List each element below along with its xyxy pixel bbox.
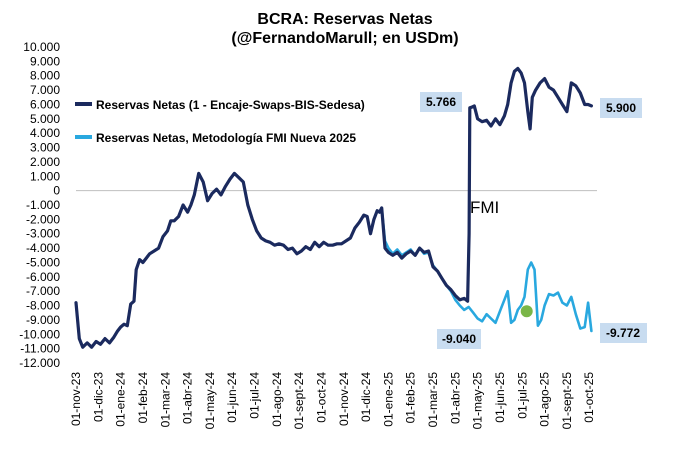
x-tick-label: 01-jun-24 (225, 372, 239, 423)
y-tick-label: 7.000 (30, 83, 60, 97)
value-label-reservas-start: 5.766 (420, 92, 462, 112)
value-label-text: 5.766 (426, 95, 456, 109)
x-tick-label: 01-oct-24 (314, 372, 328, 423)
y-tick-label: -3.000 (26, 227, 60, 241)
y-tick-label: -7.000 (26, 284, 60, 298)
value-labels: 5.766 5.900 -9.040 -9.772 (420, 92, 647, 349)
x-tick-label: 01-may-24 (203, 372, 217, 430)
chart-title: BCRA: Reservas Netas (257, 11, 432, 28)
x-tick-label: 01-dic-24 (359, 372, 373, 422)
chart-subtitle: (@FernandoMarull; en USDm) (231, 30, 458, 47)
y-tick-label: -12.000 (19, 356, 60, 370)
y-tick-label: 10.000 (23, 40, 60, 54)
series-line-reservas-netas (74, 66, 594, 349)
x-tick-label: 01-ene-25 (381, 372, 395, 427)
y-tick-label: -4.000 (26, 241, 60, 255)
x-tick-label: 01-mar-24 (158, 372, 172, 428)
x-tick-label: 01-feb-24 (136, 372, 150, 424)
x-tick-label: 01-ene-24 (114, 372, 128, 427)
x-tick-label: 01-nov-23 (69, 372, 83, 426)
y-axis: 10.0009.0008.0007.0006.0005.0004.0003.00… (19, 40, 60, 370)
value-label-reservas-end: 5.900 (600, 98, 642, 118)
marker-layer (520, 305, 533, 318)
y-tick-label: -6.000 (26, 270, 60, 284)
x-tick-label: 01-abr-25 (448, 372, 462, 424)
x-tick-label: 01-abr-24 (181, 372, 195, 424)
value-label-fmi-end: -9.772 (600, 323, 647, 343)
x-tick-label: 01-sept-25 (560, 372, 574, 430)
y-tick-label: -2.000 (26, 212, 60, 226)
y-tick-label: 8.000 (30, 69, 60, 83)
x-tick-label: 01-jun-25 (493, 372, 507, 423)
y-tick-label: 4.000 (30, 126, 60, 140)
x-tick-label: 01-sept-24 (292, 372, 306, 430)
x-tick-label: 01-feb-25 (404, 372, 418, 424)
x-tick-label: 01-nov-24 (337, 372, 351, 426)
x-tick-label: 01-jul-25 (515, 372, 529, 419)
y-tick-label: 5.000 (30, 112, 60, 126)
legend: Reservas Netas (1 - Encaje-Swaps-BIS-Sed… (75, 98, 365, 145)
y-tick-label: 3.000 (30, 141, 60, 155)
value-label-text: 5.900 (606, 101, 636, 115)
y-tick-label: -8.000 (26, 299, 60, 313)
fmi-annotation: FMI (470, 198, 499, 217)
x-tick-label: 01-mar-25 (426, 372, 440, 428)
x-tick-label: 01-may-25 (471, 372, 485, 430)
x-tick-label: 01-dic-23 (91, 372, 105, 422)
y-tick-label: -5.000 (26, 255, 60, 269)
y-tick-label: 0 (53, 184, 60, 198)
value-label-text: -9.040 (442, 332, 476, 346)
series-line-fmi (74, 172, 593, 349)
y-tick-label: -1.000 (26, 198, 60, 212)
series-layer (74, 66, 594, 349)
legend-label-fmi: Reservas Netas, Metodología FMI Nueva 20… (96, 131, 356, 145)
y-tick-label: 9.000 (30, 54, 60, 68)
x-tick-label: 01-oct-25 (582, 372, 596, 423)
x-tick-label: 01-ago-24 (270, 372, 284, 427)
value-label-text: -9.772 (606, 326, 640, 340)
legend-label-reservas-netas: Reservas Netas (1 - Encaje-Swaps-BIS-Sed… (96, 98, 365, 112)
x-tick-label: 01-ago-25 (538, 372, 552, 427)
x-axis: 01-nov-23 01-dic-23 01-ene-24 01-feb-24 01-m… (69, 372, 596, 430)
value-label-fmi-start: -9.040 (437, 329, 481, 349)
y-tick-label: 2.000 (30, 155, 60, 169)
y-tick-label: 1.000 (30, 169, 60, 183)
y-tick-label: -10.000 (19, 327, 60, 341)
y-tick-label: -9.000 (26, 313, 60, 327)
y-tick-label: 6.000 (30, 97, 60, 111)
y-tick-label: -11.000 (20, 342, 60, 356)
highlight-marker (520, 305, 533, 318)
x-tick-label: 01-jul-24 (248, 372, 262, 419)
